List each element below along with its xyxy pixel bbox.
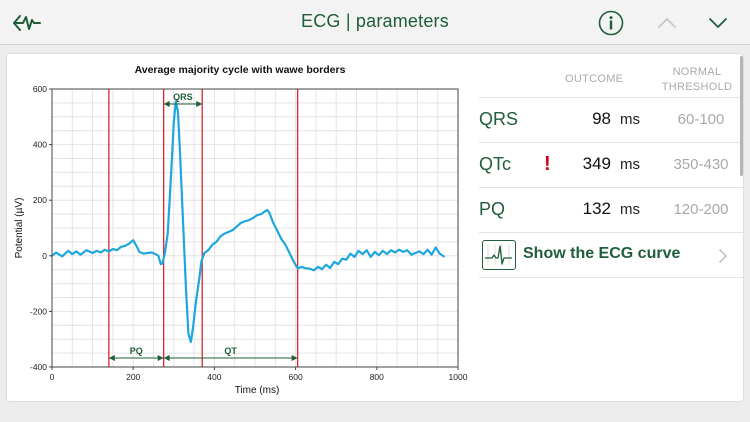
y-tick-label: -400 — [30, 362, 47, 372]
previous-button[interactable] — [652, 8, 682, 38]
parameter-unit: ms — [620, 111, 640, 128]
next-button[interactable] — [703, 8, 733, 38]
x-tick-label: 800 — [370, 372, 384, 382]
navigation-bar: ECG | parameters — [0, 0, 750, 45]
parameter-label: QRS — [479, 109, 519, 129]
chevron-right-icon — [719, 249, 727, 263]
chart-axes: 0 200 400 600 800 1000 600 400 200 0 -200 -400 — [30, 84, 468, 382]
parameter-unit: ms — [620, 156, 640, 173]
chevron-down-icon — [709, 18, 727, 28]
results-panel: OUTCOME NORMAL THRESHOLD QRS 98 ms 60-10… — [479, 54, 743, 401]
show-ecg-curve-label: Show the ECG curve — [523, 245, 681, 262]
ecg-series-line — [50, 100, 445, 344]
divider — [479, 97, 743, 98]
interval-label: QRS — [173, 92, 193, 102]
y-tick-label: 200 — [33, 195, 47, 205]
normal-threshold: 120-200 — [673, 201, 729, 218]
alert-icon: ! — [544, 153, 551, 175]
threshold-column-header: NORMAL THRESHOLD — [655, 65, 739, 95]
y-tick-label: 600 — [33, 84, 47, 94]
result-row-qrs: QRS 98 ms 60-100 — [479, 98, 743, 142]
interval-label: QT — [224, 346, 237, 356]
ecg-curve-icon — [482, 240, 516, 270]
plot-frame — [51, 88, 459, 368]
back-button[interactable] — [12, 8, 42, 38]
x-tick-label: 0 — [50, 372, 55, 382]
page-title: ECG | parameters — [301, 11, 449, 31]
interval-arrow — [163, 101, 170, 107]
divider — [479, 277, 743, 278]
normal-threshold: 350-430 — [673, 156, 729, 173]
result-row-qtc: QTc ! 349 ms 350-430 — [479, 143, 743, 187]
y-tick-label: -200 — [30, 306, 47, 316]
result-row-pq: PQ 132 ms 120-200 — [479, 188, 743, 232]
interval-arrow — [108, 355, 115, 361]
wave-borders — [108, 89, 299, 367]
x-tick-label: 400 — [207, 372, 221, 382]
parameter-value: 349 — [582, 154, 611, 173]
parameter-value: 98 — [592, 109, 611, 128]
ecg-chart: QRS PQ QT 0 200 400 600 800 1000 600 400 200 0 -200 -… — [7, 54, 473, 401]
scrollbar[interactable] — [740, 56, 743, 176]
chart-series — [50, 100, 445, 344]
outcome-column-header: OUTCOME — [565, 73, 624, 85]
normal-threshold: 60-100 — [677, 111, 725, 128]
y-tick-label: 400 — [33, 140, 47, 150]
divider — [479, 232, 743, 233]
show-ecg-curve-button[interactable]: Show the ECG curve — [479, 235, 743, 277]
chart-title: Average majority cycle with wawe borders — [135, 64, 346, 76]
interval-label: PQ — [130, 346, 143, 356]
y-axis-label: Potential (µV) — [14, 198, 25, 259]
parameter-value: 132 — [582, 199, 611, 218]
divider — [479, 187, 743, 188]
interval-arrow — [163, 355, 170, 361]
parameter-unit: ms — [620, 201, 640, 218]
info-icon — [598, 10, 624, 36]
chart-grid — [51, 88, 459, 368]
ecg-parameters-card: QRS PQ QT 0 200 400 600 800 1000 600 400 200 0 -200 -… — [7, 54, 743, 401]
x-axis-label: Time (ms) — [235, 385, 280, 396]
parameter-label: QTc — [479, 154, 512, 174]
x-tick-label: 600 — [289, 372, 303, 382]
threshold-header-line1: NORMAL — [672, 66, 722, 78]
interval-arrow — [291, 355, 298, 361]
interval-markers: QRS PQ QT — [108, 92, 298, 361]
interval-arrow — [196, 101, 203, 107]
x-tick-label: 1000 — [449, 372, 468, 382]
divider — [479, 142, 743, 143]
x-tick-label: 200 — [126, 372, 140, 382]
info-button[interactable] — [596, 8, 626, 38]
chevron-up-icon — [658, 18, 676, 28]
parameter-label: PQ — [479, 199, 506, 219]
ecg-chart-svg: QRS PQ QT 0 200 400 600 800 1000 600 400 200 0 -200 -… — [14, 64, 468, 396]
interval-arrow — [157, 355, 164, 361]
y-tick-label: 0 — [42, 251, 47, 261]
threshold-header-line2: THRESHOLD — [661, 81, 733, 93]
back-ecg-icon — [13, 15, 41, 31]
